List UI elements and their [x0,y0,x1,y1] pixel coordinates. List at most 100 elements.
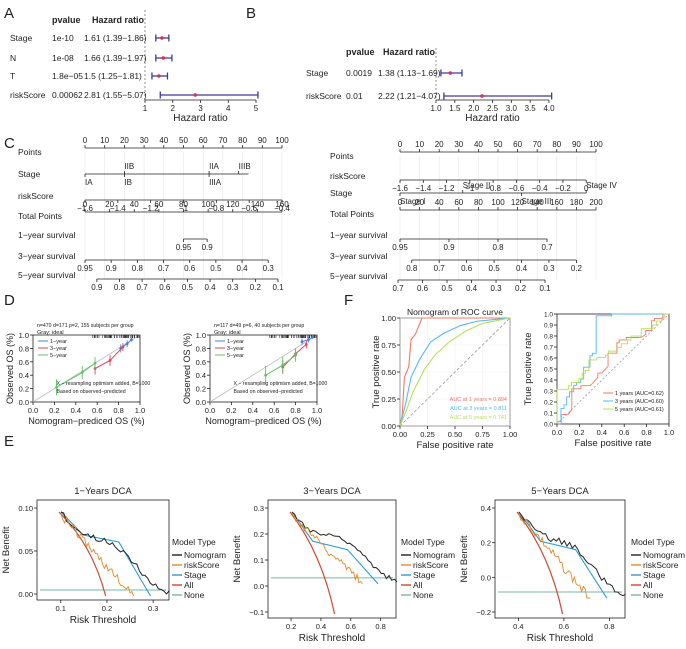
roc-2-y-tick-label: 0.0 [544,422,553,429]
nomogram-left-row-label: 5−year survival [18,270,76,280]
calibration-2-frame [209,334,318,403]
dca-3-title: 5−Years DCA [531,486,589,497]
dca-3-legend-label: None [643,590,664,600]
nomogram-left-points-tick-label: 100 [275,136,289,145]
forest-a-row-name: T [10,71,15,81]
roc-1-y-axis-title: True positive rate [371,335,382,408]
forest-a-estimate-point [193,93,198,97]
dca-1-y-tick-label: 0.00 [18,590,33,599]
nomogram-right-points-tick-label: 10 [415,140,424,149]
dca-3-frame [494,499,626,619]
dca-2-legend-title: Model Type [401,537,445,547]
nomogram-left-survival-5y-tick-label: 0.2 [250,283,262,292]
roc-2-x-tick-label: 0.4 [597,428,607,437]
dca-plot-5-year: 0.4 0.6 0.8 −0.2 0.0 0.2 0.4 5−Years DCA Risk Th… [459,486,685,644]
forest-a-row-pvalue: 1e-10 [52,33,74,43]
nomogram-right-survival-5y-tick-label: 0.2 [515,284,527,293]
dca-1-x-tick-label: 0.3 [148,604,158,613]
forest-b-estimate-point [448,71,453,75]
nomogram-right-points-tick-label: 100 [589,140,603,149]
dca-2-x-axis-title: Risk Threshold [299,633,366,644]
forest-a-row-pvalue: 1.8e−05 [52,71,83,81]
dca-1-legend-label: None [184,590,205,600]
calibration-2-note-1: X − resampling optimism added, B=1000 [234,381,328,387]
nomogram-right-points-tick-label: 20 [435,140,444,149]
nomogram-right-riskscore-tick-label: −0.2 [555,184,571,193]
dca-2-x-tick-label: 0.6 [346,622,356,631]
nomogram-left-row-label: Total Points [18,211,62,221]
calibration-2-y-tick-label: 0.0 [196,398,206,407]
forest-b-row-hr-text: 2.22 (1.21−4.07) [378,91,441,101]
nomogram-right-points-tick-label: 60 [513,140,522,149]
forest-a-row-hr-text: 1.61 (1.39−1.86) [84,33,147,43]
calibration-2-x-tick-label: 0.8 [290,406,300,415]
roc-1-x-tick-label: 0.75 [475,430,490,439]
calibration-2-y-axis-title: Observed OS (%) [182,333,192,404]
calibration-1-y-tick-label: 0.8 [19,344,29,353]
roc-2-y-tick-label: 0.8 [544,334,553,341]
nomogram-left-total-points-tick-label: 60 [154,200,163,209]
dca-3-x-tick-label: 0.8 [604,622,614,631]
nomogram-left-riskscore-tick-label: −0.8 [208,204,224,213]
nomogram-left-row-label: Stage [18,169,40,179]
nomogram-right-row-label: 3−year survival [330,251,388,261]
nomogram-left-points-tick-label: 50 [179,136,188,145]
nomogram-right-riskscore-tick-label: −0.4 [532,184,548,193]
roc-2-x-tick-label: 0.8 [641,428,651,437]
roc-2-y-axis-title: True positive rate [523,332,534,405]
dca-3-y-axis-title: Net Benefit [459,535,470,582]
roc-1-title: Nomogram of ROC curve [407,307,503,317]
nomogram-right-riskscore-tick-label: 0 [584,184,589,193]
nomogram-right-row-label: 5−year survival [330,271,388,281]
nomogram-right-total-points-tick-label: 40 [435,198,444,207]
roc-2-x-tick-label: 0.2 [574,428,584,437]
dca-1-stage-curve [60,511,151,597]
nomogram-left-points-tick-label: 70 [218,136,227,145]
dca-2-y-tick-label: −0.1 [249,608,264,617]
dca-3-legend-title: Model Type [631,537,675,547]
dca-3-x-tick-label: 0.4 [513,622,523,631]
nomogram-right-total-points-tick-label: 60 [454,198,463,207]
forest-a-x-tick-label: 5 [254,104,259,113]
forest-plot-b: pvalue Hazard ratio Stage 0.0019 1.38 (1.1… [306,47,555,124]
roc-2-legend-label: 1 years (AUC=0.62) [615,391,664,397]
nomogram-right-stage-label: Stage II [463,181,491,190]
dca-2-title: 3−Years DCA [303,486,361,497]
nomogram-left-riskscore-tick-label: −1 [179,204,189,213]
dca-3-y-tick-label: 0.4 [481,504,491,513]
dca-3-legend-label: Stage [643,570,665,580]
roc-2-curve [556,313,669,424]
calibration-1-y-tick-label: 0.4 [19,371,29,380]
roc-2-x-tick-label: 0.0 [552,428,562,437]
calibration-1-gray-note: Gray: ideal [37,330,64,336]
dca-2-y-axis-title: Net Benefit [232,535,243,582]
dca-3-legend-label: All [643,580,653,590]
calibration-1-x-tick-label: 0.4 [71,406,81,415]
panel-letter-a: A [4,5,14,22]
nomogram-right-riskscore-tick-label: −1.6 [392,184,408,193]
nomogram-right-points-tick-label: 30 [454,140,463,149]
calibration-2-y-tick-label: 1.0 [196,331,206,340]
roc-2-x-axis-title: False positive rate [574,438,651,449]
calibration-2-note-2: Based on observed−predicted [234,389,303,395]
calibration-plot-1: 0.00.0 0.2 0.2 0.4 0.4 0.6 0.6 0.8 0.8 1.0 1.0 n=47… [5,323,150,426]
forest-a-x-tick-label: 1 [143,104,148,113]
roc-1-diagonal [399,317,511,427]
roc-1-curve [399,317,510,427]
forest-b-row-pvalue: 0.01 [346,91,363,101]
panel-letter-c: C [4,135,15,152]
dca-2-x-tick-label: 0.4 [316,622,326,631]
forest-b-row-pvalue: 0.0019 [346,68,372,78]
calibration-1-x-tick-label: 0.2 [49,406,59,415]
dca-2-legend-label: Stage [413,570,435,580]
panel-letter-e: E [4,433,14,450]
dca-2-nomogram-curve [291,511,398,583]
calibration-1-y-tick-label: 0.6 [19,358,29,367]
forest-a-estimate-point [161,56,166,60]
roc-1-y-tick-label: 0.75 [381,341,396,350]
calibration-2-header: n=117 d=49 p=6, 40 subjects per group [214,323,304,329]
nomogram-left-survival-1y-tick-label: 0.95 [176,243,192,252]
roc-1-x-axis-title: False positive rate [416,440,493,451]
nomogram-left-stage-top-label: IIIB [239,162,251,171]
nomogram-left-total-points-tick-label: 140 [251,200,265,209]
